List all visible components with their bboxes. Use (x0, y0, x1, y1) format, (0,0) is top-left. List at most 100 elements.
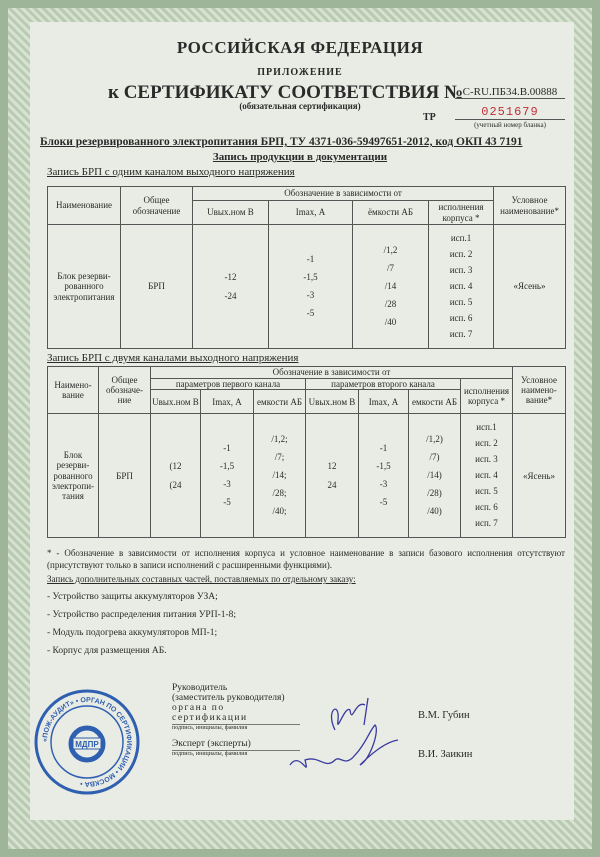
header-capacity-2: емкости АБ (408, 389, 461, 415)
header-general: Общее обозначение (120, 186, 193, 225)
header-general: Общее обозначе-ние (98, 365, 151, 415)
certification-stamp: «ПОЖ-АУДИТ» • ОРГАН ПО СЕРТИФИКАЦИИ • МО… (34, 689, 140, 795)
appendix-title: ПРИЛОЖЕНИЕ (257, 67, 343, 78)
cell-voltage-1: (12 (24 (150, 413, 201, 539)
cell-name: Блок резерви-рованного электропитания (47, 224, 121, 349)
cell-value: исп. 2 (449, 249, 473, 259)
cell-value: /28) (427, 488, 442, 499)
cell-value: /7 (386, 263, 394, 273)
table2-title: Запись БРП с двумя каналами выходного на… (47, 352, 299, 364)
header-capacity-1: емкости АБ (253, 389, 306, 415)
header-channel-1: параметров первого канала (150, 377, 306, 391)
footnote: * - Обозначение в зависимости от исполне… (47, 548, 565, 570)
head-label: Руководитель (заместитель руководителя) … (172, 683, 300, 731)
certificate-title: к СЕРТИФИКАТУ СООТВЕТСТВИЯ № (108, 82, 464, 103)
tr-label: ТР (423, 112, 436, 123)
header-channel-2: параметров второго канала (305, 377, 461, 391)
cell-voltage-2: 12 24 (305, 413, 359, 539)
expert-label-block: Эксперт (эксперты) подпись, инициалы, фа… (172, 739, 300, 757)
cell-value: исп. 6 (475, 502, 498, 513)
header-case: исполнения корпуса * (427, 200, 495, 225)
cell-value: -1,5 (219, 461, 235, 472)
cell-value: исп. 5 (449, 297, 473, 307)
cell-current: -1 -1,5 -3 -5 (268, 224, 353, 349)
cell-current-2: -1 -1,5 -3 -5 (358, 413, 409, 539)
cell-value: /14 (384, 281, 397, 291)
header-current: Imax, А (268, 200, 353, 225)
cell-value: -1,5 (376, 461, 391, 472)
header-voltage: Uвых.ном В (192, 200, 269, 225)
cell-value: /7) (429, 452, 440, 463)
certificate-number: C-RU.ПБ34.В.00888 (455, 86, 565, 99)
table-row: Блок резерви-рованного электропи-тания Б… (47, 413, 566, 539)
extras-title: Запись дополнительных составных частей, … (47, 574, 356, 584)
cell-value: /40; (272, 506, 287, 517)
cell-capacity: /1,2/7/14/28/40 (352, 224, 429, 349)
header-current-1: Imax, А (200, 389, 254, 415)
cell-conditional-name: «Ясень» (512, 413, 566, 539)
cell-capacity-1: /1,2; /7; /14; /28; /40; (253, 413, 306, 539)
sign-hint: подпись, инициалы, фамилия (172, 750, 248, 757)
cell-conditional-name: «Ясень» (493, 224, 567, 349)
extra-item: - Модуль подогрева аккумуляторов МП-1; (47, 628, 218, 638)
extra-item: - Устройство защиты аккумуляторов УЗА; (47, 592, 218, 602)
cell-name: Блок резерви-рованного электропи-тания (47, 413, 99, 539)
cell-value: -1 (223, 443, 231, 454)
cell-value: /40 (384, 317, 397, 327)
header-conditional-name: Условное наименование* (493, 186, 567, 225)
svg-text:МДПР: МДПР (75, 740, 99, 749)
cell-value: /14; (272, 470, 287, 481)
header-case: исполнения корпуса * (460, 377, 513, 415)
cell-value: 24 (327, 479, 337, 490)
cell-value: -1 (379, 443, 388, 454)
head-label-line: Руководитель (172, 683, 228, 693)
cell-value: исп. 2 (475, 438, 498, 449)
dual-channel-table: Наимено-вание Общее обозначе-ние Обознач… (47, 365, 566, 539)
cell-value: исп.1 (450, 233, 472, 243)
extra-item: - Корпус для размещения АБ. (47, 646, 167, 656)
cell-value: -5 (223, 497, 231, 508)
cell-value: /40) (427, 506, 442, 517)
blank-number: 0251679 (455, 105, 565, 120)
cell-value: исп. 7 (475, 518, 498, 529)
cell-value: исп. 5 (475, 486, 498, 497)
cell-value: исп. 4 (449, 281, 473, 291)
header-current-2: Imax, А (358, 389, 409, 415)
expert-name: В.И. Заикин (418, 749, 473, 760)
cell-case: исп.1 исп. 2 исп. 3 исп. 4 исп. 5 исп. 6 исп. … (460, 413, 513, 539)
header-voltage-1: Uвых.ном В (150, 389, 201, 415)
header-name: Наименование (47, 186, 121, 225)
cell-value: /14) (427, 470, 442, 481)
cell-value: исп. 4 (475, 470, 498, 481)
cell-value: /28 (384, 299, 397, 309)
table-row: Блок резерви-рованного электропитания БР… (47, 224, 567, 349)
head-label-line: (заместитель руководителя) (172, 692, 285, 703)
header-capacity: ёмкости АБ (352, 200, 429, 225)
cell-general: БРП (120, 224, 193, 349)
cell-value: -12 (224, 271, 237, 282)
cell-value: исп.1 (476, 422, 497, 433)
blank-number-label: (учетный номер бланка) (474, 121, 546, 129)
doc-record-title: Запись продукции в документации (212, 151, 388, 163)
cell-value: -5 (379, 497, 388, 508)
header-group: Обозначение в зависимости от (150, 366, 513, 379)
cell-value: исп. 7 (449, 329, 473, 339)
cell-value: -3 (223, 479, 231, 490)
header-name: Наимено-вание (47, 365, 99, 415)
sign-hint: подпись, инициалы, фамилия (172, 724, 248, 731)
header-group: Обозначение в зависимости от (191, 186, 495, 201)
cell-value: -5 (306, 308, 315, 318)
cell-general: БРП (98, 413, 151, 539)
cell-value: /1,2; (271, 434, 288, 445)
certification-type: (обязательная сертификация) (239, 101, 361, 111)
country-title: РОССИЙСКАЯ ФЕДЕРАЦИЯ (176, 38, 424, 57)
extra-item: - Устройство распределения питания УРП-1… (47, 610, 237, 620)
cell-value: -3 (306, 290, 315, 300)
cell-value: -24 (224, 290, 237, 301)
cell-case: исп.1 исп. 2 исп. 3 исп. 4 исп. 5 исп. 6 исп. … (427, 224, 495, 349)
signatures (289, 697, 399, 768)
head-name: В.М. Губин (418, 710, 470, 721)
cell-value: (24 (169, 479, 182, 490)
cell-value: -1,5 (303, 272, 318, 282)
cell-value: -3 (379, 479, 388, 490)
